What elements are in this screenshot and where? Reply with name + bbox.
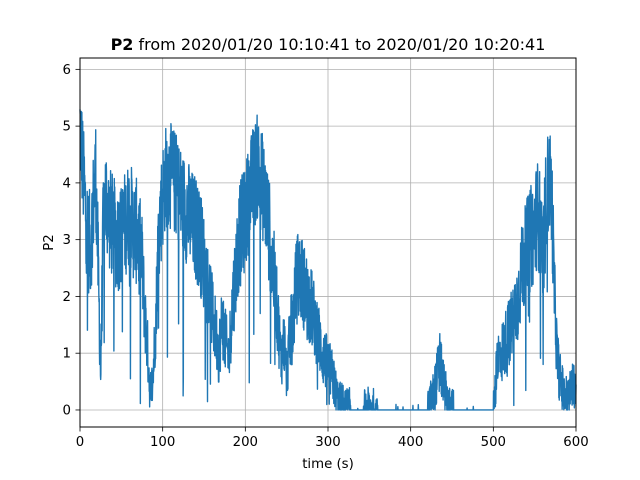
- chart-title-rest: from 2020/01/20 10:10:41 to 2020/01/20 1…: [133, 35, 545, 54]
- x-tick-label: 500: [481, 435, 506, 450]
- x-tick-label: 100: [150, 435, 175, 450]
- x-tick-label: 400: [398, 435, 423, 450]
- x-tick-label: 200: [233, 435, 258, 450]
- x-tick-label: 300: [315, 435, 340, 450]
- y-tick-label: 3: [63, 233, 71, 248]
- y-axis-label: P2: [42, 234, 57, 250]
- x-tick-label: 600: [563, 435, 588, 450]
- chart-title: P2 from 2020/01/20 10:10:41 to 2020/01/2…: [111, 35, 546, 54]
- y-tick-label: 1: [63, 347, 71, 362]
- series-line-p2: [79, 109, 577, 411]
- ticks: 0 100 200 300 400 500 600 0 1 2 3 4 5 6: [63, 63, 589, 450]
- x-axis-label: time (s): [302, 457, 354, 472]
- y-tick-label: 0: [63, 403, 71, 418]
- y-tick-label: 2: [63, 290, 71, 305]
- chart-title-bold: P2: [111, 35, 134, 54]
- y-tick-label: 6: [63, 63, 71, 78]
- x-tick-label: 0: [76, 435, 84, 450]
- y-tick-label: 4: [63, 176, 71, 191]
- series-group: [79, 109, 577, 411]
- y-tick-label: 5: [63, 120, 71, 135]
